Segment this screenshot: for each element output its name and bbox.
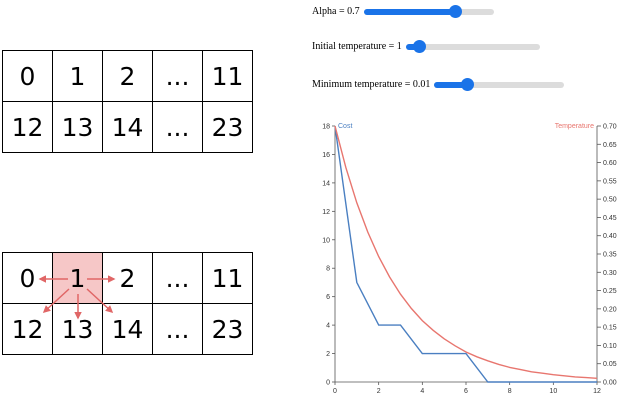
- minimum-temperature-label: Minimum temperature = 0.01: [312, 79, 431, 90]
- grid-cell: 12: [2, 101, 53, 153]
- left-tick-label: 16: [322, 152, 330, 159]
- alpha-slider-thumb[interactable]: [448, 4, 462, 18]
- right-tick-label: 0.25: [603, 288, 617, 295]
- x-tick-label: 12: [593, 388, 601, 395]
- right-tick-label: 0.65: [603, 142, 617, 149]
- alpha-slider-fill: [363, 8, 455, 15]
- cost-temperature-chart: 0 2 4 6 8 10 12 14 16 18 0.00 0.05 0.10 0.15 0.20 0.25 0…: [322, 123, 617, 395]
- grid-bottom: 0 1 2 ... 11 12 13 14 ... 23: [2, 252, 253, 355]
- grid-cell: ...: [152, 303, 203, 355]
- minimum-temperature-slider-fill: [434, 81, 467, 88]
- grid-cell: 2: [102, 252, 153, 304]
- minimum-temperature-slider-thumb[interactable]: [460, 77, 474, 91]
- right-tick-label: 0.15: [603, 325, 617, 332]
- right-tick-label: 0.50: [603, 197, 617, 204]
- left-tick-label: 0: [326, 380, 330, 387]
- right-tick-label: 0.35: [603, 252, 617, 259]
- left-tick-label: 14: [322, 180, 330, 187]
- temperature-series-line: [334, 125, 598, 379]
- grid-cell: 2: [102, 50, 153, 102]
- right-tick-label: 0.40: [603, 233, 617, 240]
- cost-series-line: [334, 125, 597, 383]
- alpha-slider[interactable]: [363, 4, 494, 18]
- left-tick-label: 6: [326, 294, 330, 301]
- right-tick-label: 0.30: [603, 270, 617, 277]
- left-tick-label: 8: [326, 266, 330, 273]
- x-tick-label: 8: [508, 388, 512, 395]
- grid-cell: ...: [152, 50, 203, 102]
- alpha-label: Alpha = 0.7: [312, 6, 360, 17]
- grid-cell: 11: [202, 252, 253, 304]
- initial-temperature-slider-fill: [405, 43, 420, 50]
- grid-cell: 0: [2, 252, 53, 304]
- right-tick-label: 0.05: [603, 361, 617, 368]
- x-tick-label: 10: [549, 388, 557, 395]
- minimum-temperature-slider[interactable]: [434, 77, 565, 91]
- grid-cell-highlighted: 1: [52, 252, 103, 304]
- initial-temperature-slider-thumb[interactable]: [413, 39, 427, 53]
- right-axis-label: Temperature: [555, 123, 594, 130]
- grid-row: 12 13 14 ... 23: [2, 101, 253, 153]
- left-axis-label: Cost: [338, 123, 352, 130]
- left-tick-label: 12: [322, 209, 330, 216]
- grid-row: 0 1 2 ... 11: [2, 50, 253, 102]
- grid-cell: 14: [102, 303, 153, 355]
- x-tick-label: 2: [377, 388, 381, 395]
- grid-row: 0 1 2 ... 11: [2, 252, 253, 304]
- initial-temperature-control: Initial temperature = 1: [312, 39, 540, 53]
- grid-cell: 23: [202, 101, 253, 153]
- grid-cell: ...: [152, 252, 203, 304]
- x-tick-label: 4: [420, 388, 424, 395]
- grid-cell: 12: [2, 303, 53, 355]
- grid-cell: 13: [52, 101, 103, 153]
- grid-cell: 1: [52, 50, 103, 102]
- initial-temperature-slider[interactable]: [405, 39, 540, 53]
- grid-cell: 13: [52, 303, 103, 355]
- right-tick-label: 0.20: [603, 306, 617, 313]
- x-tick-label: 0: [333, 388, 337, 395]
- initial-temperature-label: Initial temperature = 1: [312, 41, 402, 52]
- grid-row: 12 13 14 ... 23: [2, 303, 253, 355]
- left-tick-label: 2: [326, 351, 330, 358]
- left-tick-label: 10: [322, 237, 330, 244]
- left-tick-label: 4: [326, 323, 330, 330]
- right-tick-label: 0.55: [603, 178, 617, 185]
- right-tick-label: 0.60: [603, 160, 617, 167]
- alpha-control: Alpha = 0.7: [312, 4, 494, 18]
- left-tick-label: 18: [322, 124, 330, 131]
- minimum-temperature-control: Minimum temperature = 0.01: [312, 77, 565, 91]
- right-tick-label: 0.00: [603, 380, 617, 387]
- grid-cell: 23: [202, 303, 253, 355]
- grid-cell: 0: [2, 50, 53, 102]
- grid-top: 0 1 2 ... 11 12 13 14 ... 23: [2, 50, 253, 153]
- right-tick-label: 0.70: [603, 124, 617, 131]
- grid-cell: ...: [152, 101, 203, 153]
- x-tick-label: 6: [464, 388, 468, 395]
- right-tick-label: 0.10: [603, 343, 617, 350]
- right-tick-label: 0.45: [603, 215, 617, 222]
- grid-cell: 14: [102, 101, 153, 153]
- grid-cell: 11: [202, 50, 253, 102]
